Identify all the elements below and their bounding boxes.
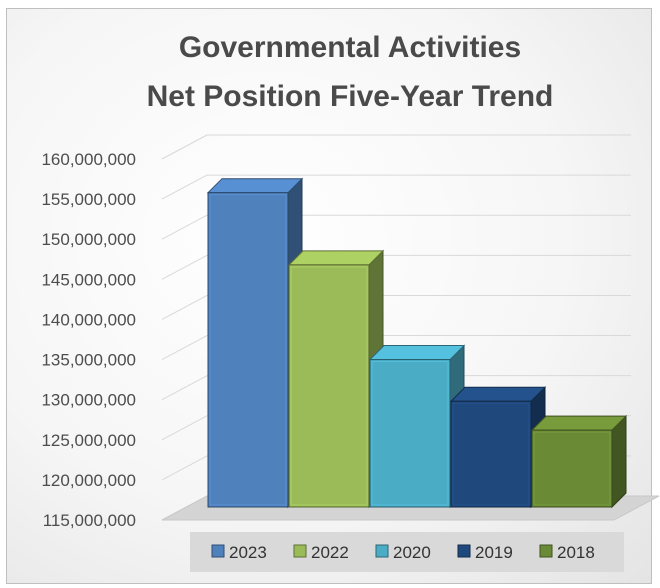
legend-swatch <box>211 544 225 558</box>
legend-label: 2022 <box>311 543 349 562</box>
legend-label: 2020 <box>393 543 431 562</box>
gridline <box>161 134 631 160</box>
legend-item-2020: 2020 <box>375 543 431 562</box>
legend-label: 2018 <box>557 543 595 562</box>
bar-2019 <box>449 386 547 509</box>
y-tick-label: 120,000,000 <box>41 471 136 490</box>
y-tick-label: 140,000,000 <box>41 310 136 329</box>
legend: 2023 2022 2020 2019 2018 <box>190 532 624 572</box>
legend-item-2019: 2019 <box>457 543 513 562</box>
bar-2022 <box>287 249 385 509</box>
legend-item-2022: 2022 <box>293 543 349 562</box>
y-tick-label: 125,000,000 <box>41 431 136 450</box>
legend-item-2023: 2023 <box>211 543 267 562</box>
legend-swatch <box>375 544 389 558</box>
y-tick-label: 115,000,000 <box>43 511 136 530</box>
y-tick-label: 135,000,000 <box>41 351 136 370</box>
y-tick-label: 130,000,000 <box>41 391 136 410</box>
legend-swatch <box>293 544 307 558</box>
bar-2020 <box>368 344 466 509</box>
y-tick-label: 150,000,000 <box>41 230 136 249</box>
chart-title-line-1: Governmental Activities <box>179 31 521 64</box>
bar-2018 <box>530 414 628 509</box>
legend-item-2018: 2018 <box>539 543 595 562</box>
legend-label: 2023 <box>229 543 267 562</box>
y-tick-label: 145,000,000 <box>41 270 136 289</box>
legend-label: 2019 <box>475 543 513 562</box>
legend-swatch <box>539 544 553 558</box>
y-tick-label: 160,000,000 <box>41 150 136 169</box>
gridline <box>161 174 631 200</box>
bar-2023 <box>206 177 304 509</box>
chart-title-line-2: Net Position Five-Year Trend <box>147 80 554 113</box>
y-tick-label: 155,000,000 <box>41 190 136 209</box>
legend-swatch <box>457 544 471 558</box>
